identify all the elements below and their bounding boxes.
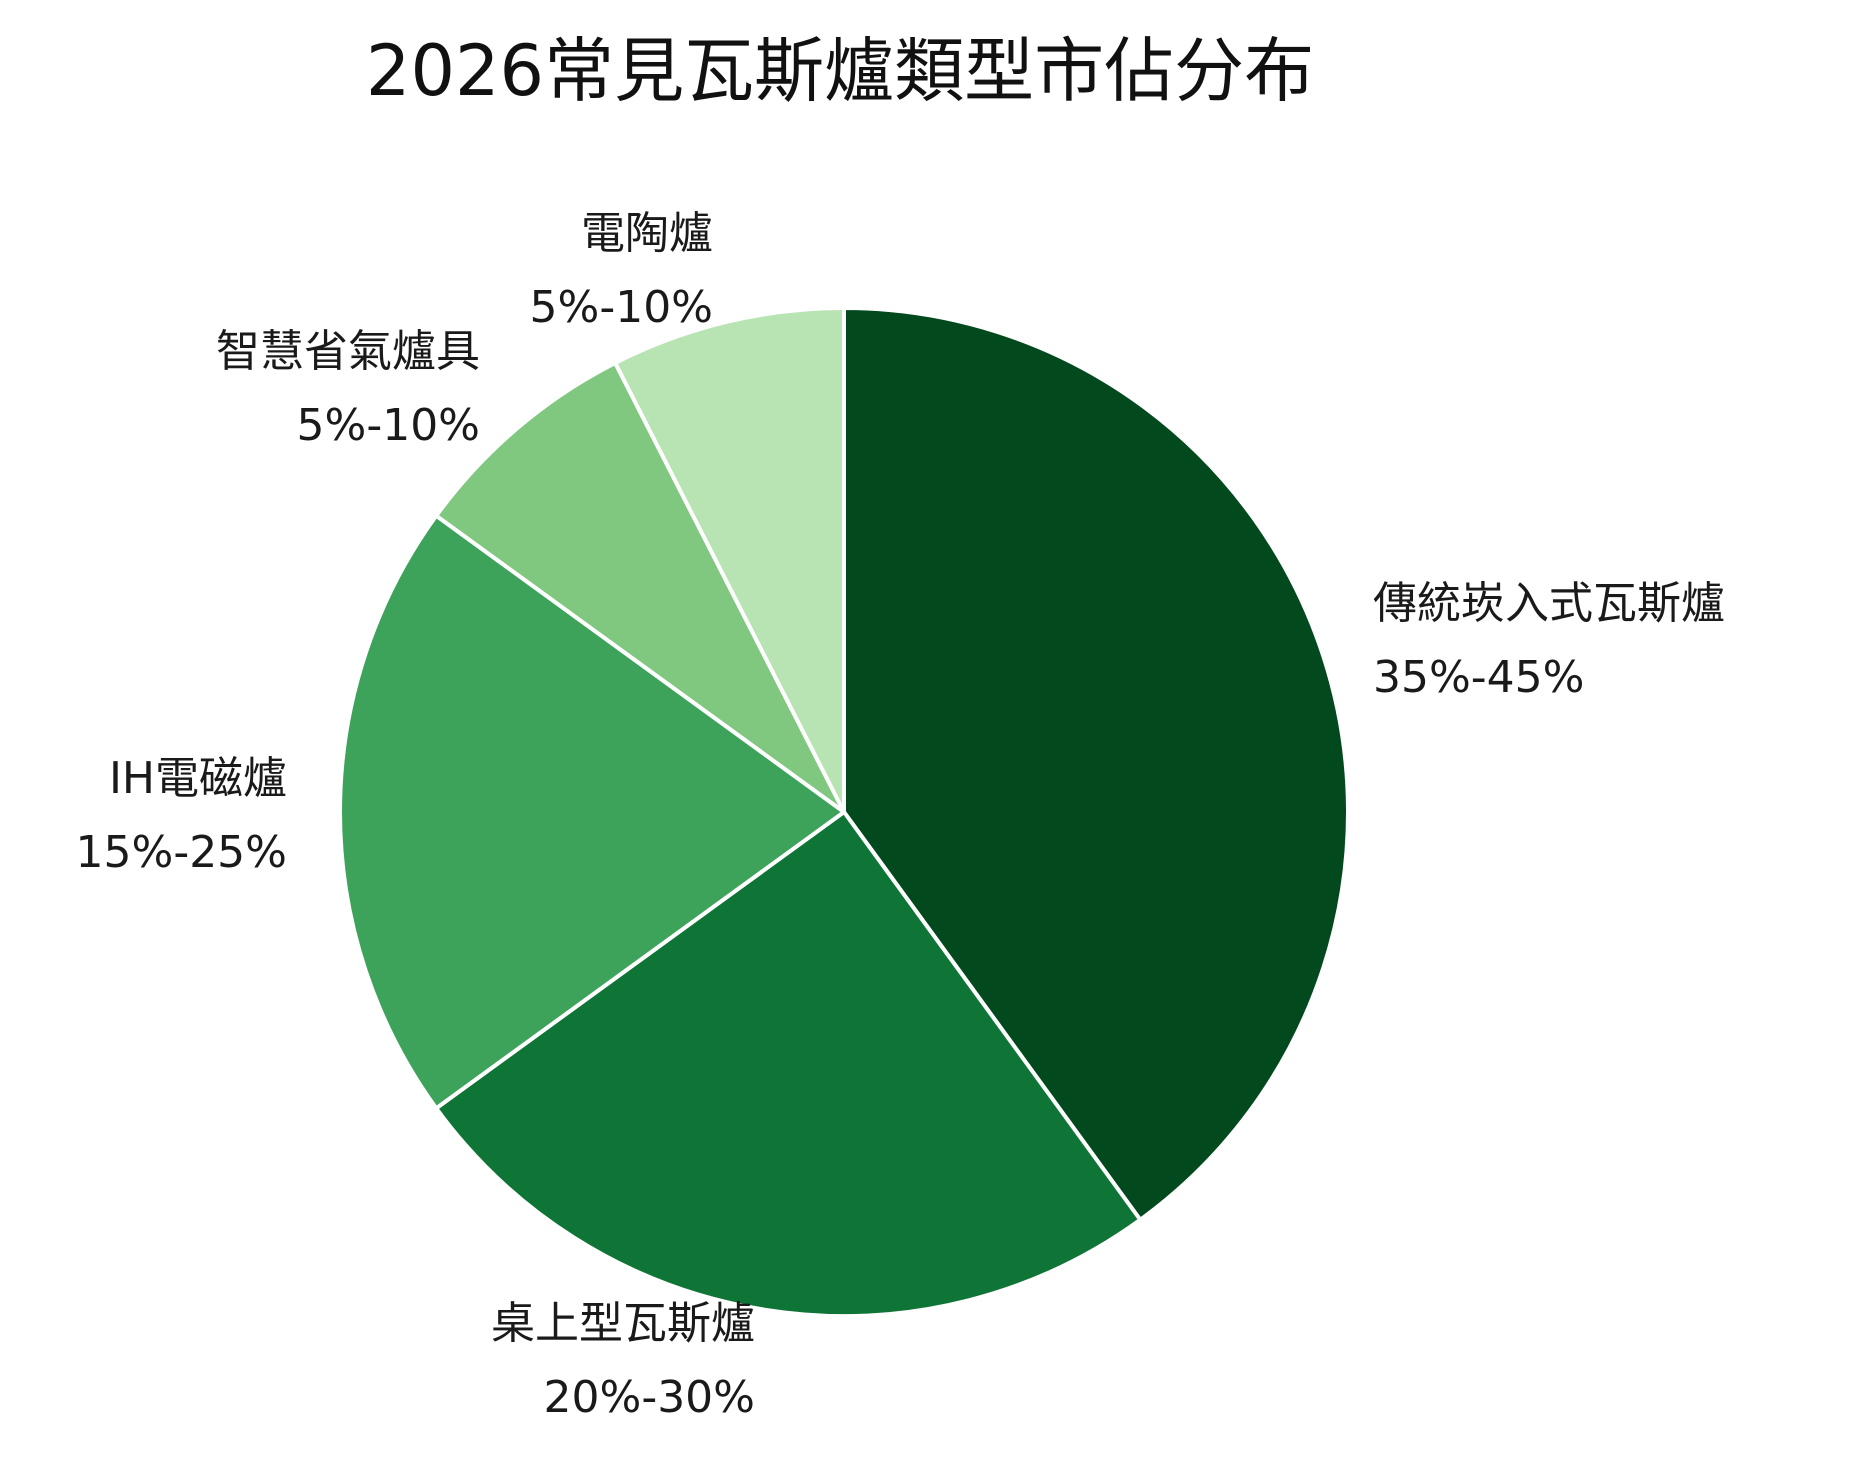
slice-label-range: 15%-25%: [76, 827, 287, 878]
pie-slice-3: [434, 360, 846, 814]
pie-slice-2: [338, 513, 846, 1111]
slice-label-range: 35%-45%: [1373, 652, 1584, 703]
slice-label-range: 5%-10%: [530, 282, 713, 333]
slice-label-name: 傳統崁入式瓦斯爐: [1373, 578, 1725, 629]
label-ceramic: 電陶爐 5%-10%: [530, 208, 713, 333]
pie-slice-4: [613, 306, 846, 814]
pie-slices: [338, 306, 1350, 1318]
slice-label-name: 智慧省氣爐具: [216, 326, 480, 377]
slice-label-name: IH電磁爐: [109, 753, 287, 804]
label-tabletop: 桌上型瓦斯爐 20%-30%: [491, 1298, 755, 1423]
slice-label-name: 桌上型瓦斯爐: [491, 1298, 755, 1349]
chart-title: 2026常見瓦斯爐類型市佔分布: [366, 30, 1314, 112]
slice-label-range: 5%-10%: [297, 400, 480, 451]
slice-label-range: 20%-30%: [544, 1372, 755, 1423]
pie-slice-0: [842, 306, 1350, 1222]
pie-slice-1: [434, 810, 1143, 1318]
label-smart-saver: 智慧省氣爐具 5%-10%: [216, 326, 480, 451]
slice-label-name: 電陶爐: [581, 208, 713, 259]
label-traditional: 傳統崁入式瓦斯爐 35%-45%: [1373, 578, 1725, 703]
label-induction: IH電磁爐 15%-25%: [76, 753, 287, 878]
